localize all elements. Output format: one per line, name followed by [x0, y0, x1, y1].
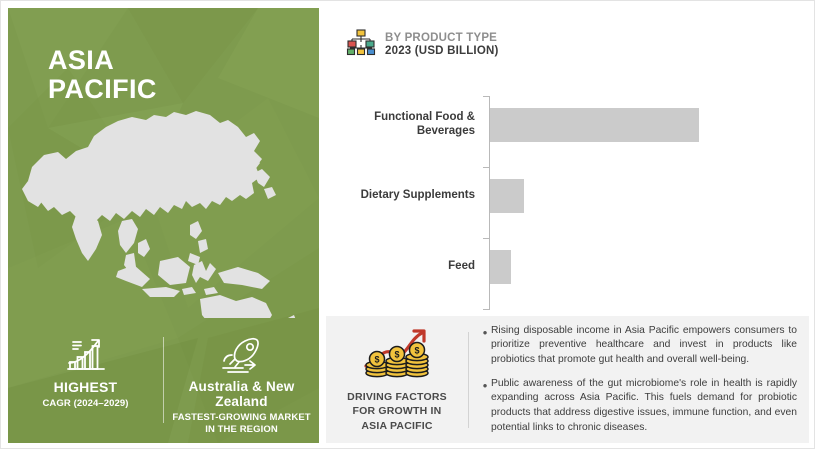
driving-factors-heading: $ $ $ DRIVING FACTORS FOR GROWTH IN ASIA… [326, 326, 468, 433]
rocket-icon [219, 333, 265, 375]
svg-text:$: $ [394, 350, 399, 360]
bar-row: Functional Food & Beverages [326, 108, 699, 142]
list-item: • Rising disposable income in Asia Pacif… [479, 324, 797, 368]
bar-category-label: Functional Food & Beverages [374, 111, 475, 137]
region-title-line2: PACIFIC [48, 73, 157, 104]
badge-fastest-growing: Australia & New Zealand FASTEST-GROWING … [164, 333, 319, 436]
y-axis-line [489, 96, 490, 310]
list-item-text: Rising disposable income in Asia Pacific… [491, 324, 797, 366]
badge-title: Australia & New Zealand [188, 379, 295, 409]
driving-factors-list: • Rising disposable income in Asia Pacif… [469, 318, 809, 441]
chart-header-line2: 2023 (USD BILLION) [385, 45, 499, 57]
axis-tick [483, 238, 489, 239]
axis-tick [483, 309, 489, 310]
driving-factors-title-line2: FOR GROWTH IN [352, 405, 442, 418]
region-title-line1: ASIA [48, 45, 115, 75]
bar-row: Dietary Supplements [326, 179, 524, 213]
list-item: • Public awareness of the gut microbiome… [479, 377, 797, 435]
driving-factors-panel: $ $ $ DRIVING FACTORS FOR GROWTH IN ASIA… [326, 316, 809, 443]
hierarchy-org-chart-icon [346, 28, 376, 61]
region-panel: ASIA PACIFIC [8, 8, 319, 443]
coins-growth-arrow-icon: $ $ $ [360, 326, 434, 385]
region-badges: HIGHEST CAGR (2024–2029) Austr [8, 333, 319, 443]
list-item-text: Public awareness of the gut microbiome's… [491, 377, 797, 433]
axis-tick [483, 167, 489, 168]
chart-header-line1: BY PRODUCT TYPE [385, 32, 498, 44]
bar [490, 108, 699, 142]
chart-header: BY PRODUCT TYPE 2023 (USD BILLION) [346, 28, 499, 61]
svg-text:$: $ [414, 346, 419, 356]
bar [490, 179, 524, 213]
bullet-marker: • [482, 324, 488, 340]
bar [490, 250, 511, 284]
page-title: ASIA PACIFIC [48, 46, 157, 103]
asia-pacific-map-icon [14, 103, 314, 318]
axis-tick [483, 96, 489, 97]
svg-text:$: $ [374, 355, 379, 365]
bar-category-label: Feed [448, 260, 475, 273]
chart-panel: BY PRODUCT TYPE 2023 (USD BILLION) Funct… [326, 8, 809, 314]
driving-factors-title-line1: DRIVING FACTORS [347, 391, 447, 404]
bar-row: Feed [326, 250, 511, 284]
badge-title: HIGHEST [53, 379, 118, 395]
growth-bar-chart-arrow-icon [64, 333, 108, 375]
driving-factors-divider [468, 331, 469, 428]
driving-factors-title-line3: ASIA PACIFIC [361, 419, 433, 432]
bar-chart: Functional Food & Beverages Dietary Supp… [326, 96, 809, 314]
bar-category-label: Dietary Supplements [360, 189, 475, 202]
badge-subtitle: FASTEST-GROWING MARKET IN THE REGION [172, 412, 311, 435]
badge-subtitle: CAGR (2024–2029) [42, 398, 129, 409]
badge-highest-cagr: HIGHEST CAGR (2024–2029) [8, 333, 163, 410]
bullet-marker: • [482, 377, 488, 393]
